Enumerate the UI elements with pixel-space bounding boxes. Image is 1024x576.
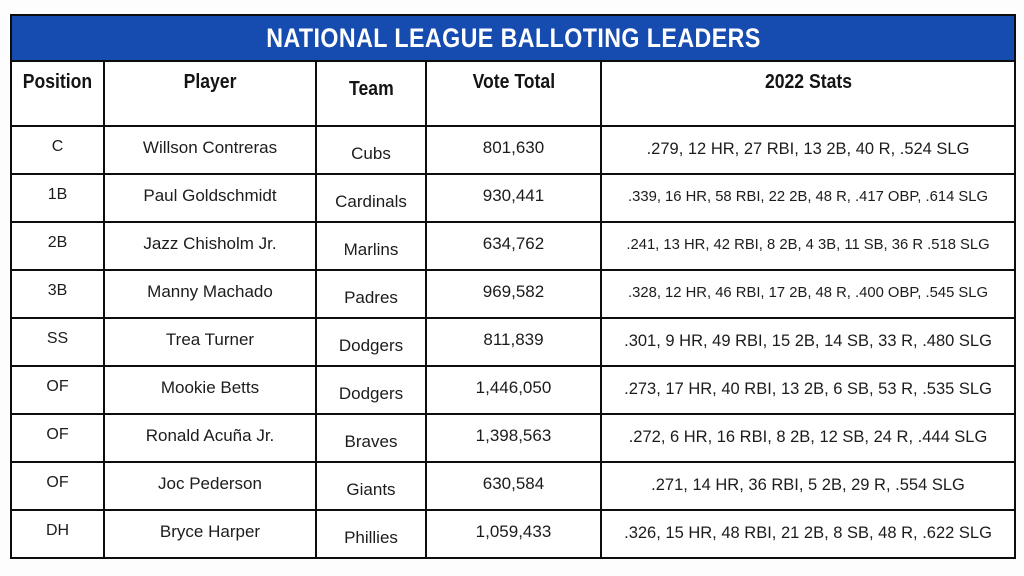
position-cell: OF [10, 365, 105, 415]
position-cell: SS [10, 317, 105, 367]
stats-cell: .326, 15 HR, 48 RBI, 21 2B, 8 SB, 48 R, … [599, 509, 1017, 559]
table-row: OF Mookie Betts Dodgers 1,446,050 .273, … [10, 365, 1017, 415]
column-header-player: Player [103, 60, 317, 127]
table-row: C Willson Contreras Cubs 801,630 .279, 1… [10, 125, 1017, 175]
vote-total-cell: 930,441 [425, 173, 602, 223]
team-cell: Braves [315, 413, 427, 463]
player-cell: Mookie Betts [103, 365, 317, 415]
stats-cell: .241, 13 HR, 42 RBI, 8 2B, 4 3B, 11 SB, … [599, 221, 1017, 271]
team-cell: Marlins [315, 221, 427, 271]
player-cell: Willson Contreras [103, 125, 317, 175]
stats-cell: .273, 17 HR, 40 RBI, 13 2B, 6 SB, 53 R, … [599, 365, 1017, 415]
team-cell: Cubs [315, 125, 427, 175]
balloting-table: NATIONAL LEAGUE BALLOTING LEADERS Positi… [9, 14, 1017, 559]
vote-total-cell: 811,839 [425, 317, 602, 367]
position-cell: C [10, 125, 105, 175]
stats-cell: .339, 16 HR, 58 RBI, 22 2B, 48 R, .417 O… [599, 173, 1017, 223]
column-header-2022-stats: 2022 Stats [599, 60, 1017, 127]
player-cell: Ronald Acuña Jr. [103, 413, 317, 463]
vote-total-cell: 969,582 [425, 269, 602, 319]
player-cell: Bryce Harper [103, 509, 317, 559]
position-cell: 2B [10, 221, 105, 271]
stats-cell: .271, 14 HR, 36 RBI, 5 2B, 29 R, .554 SL… [599, 461, 1017, 511]
vote-total-cell: 630,584 [425, 461, 602, 511]
player-cell: Jazz Chisholm Jr. [103, 221, 317, 271]
vote-total-cell: 1,398,563 [425, 413, 602, 463]
position-cell: OF [10, 413, 105, 463]
stats-cell: .301, 9 HR, 49 RBI, 15 2B, 14 SB, 33 R, … [599, 317, 1017, 367]
stats-cell: .328, 12 HR, 46 RBI, 17 2B, 48 R, .400 O… [599, 269, 1017, 319]
table-row: SS Trea Turner Dodgers 811,839 .301, 9 H… [10, 317, 1017, 367]
column-header-team: Team [315, 60, 427, 127]
team-cell: Dodgers [315, 365, 427, 415]
team-cell: Cardinals [315, 173, 427, 223]
vote-total-cell: 1,446,050 [425, 365, 602, 415]
player-cell: Joc Pederson [103, 461, 317, 511]
title-band: NATIONAL LEAGUE BALLOTING LEADERS [9, 14, 1017, 62]
table-row: 3B Manny Machado Padres 969,582 .328, 12… [10, 269, 1017, 319]
team-cell: Dodgers [315, 317, 427, 367]
table-row: OF Joc Pederson Giants 630,584 .271, 14 … [10, 461, 1017, 511]
team-cell: Padres [315, 269, 427, 319]
player-cell: Paul Goldschmidt [103, 173, 317, 223]
vote-total-cell: 1,059,433 [425, 509, 602, 559]
team-cell: Giants [315, 461, 427, 511]
player-cell: Trea Turner [103, 317, 317, 367]
column-header-vote-total: Vote Total [425, 60, 602, 127]
vote-total-cell: 801,630 [425, 125, 602, 175]
table-row: DH Bryce Harper Phillies 1,059,433 .326,… [10, 509, 1017, 559]
position-cell: 1B [10, 173, 105, 223]
table-row: OF Ronald Acuña Jr. Braves 1,398,563 .27… [10, 413, 1017, 463]
stats-cell: .279, 12 HR, 27 RBI, 13 2B, 40 R, .524 S… [599, 125, 1017, 175]
stats-cell: .272, 6 HR, 16 RBI, 8 2B, 12 SB, 24 R, .… [599, 413, 1017, 463]
vote-total-cell: 634,762 [425, 221, 602, 271]
position-cell: 3B [10, 269, 105, 319]
position-cell: OF [10, 461, 105, 511]
table-row: 2B Jazz Chisholm Jr. Marlins 634,762 .24… [10, 221, 1017, 271]
table-row: 1B Paul Goldschmidt Cardinals 930,441 .3… [10, 173, 1017, 223]
team-cell: Phillies [315, 509, 427, 559]
page-title: NATIONAL LEAGUE BALLOTING LEADERS [265, 22, 761, 53]
position-cell: DH [10, 509, 105, 559]
player-cell: Manny Machado [103, 269, 317, 319]
column-header-row: Position Player Team Vote Total 2022 Sta… [10, 60, 1017, 127]
column-header-position: Position [10, 60, 105, 127]
title-cell: NATIONAL LEAGUE BALLOTING LEADERS [9, 14, 1017, 62]
balloting-leaders-graphic: NATIONAL LEAGUE BALLOTING LEADERS Positi… [9, 14, 1017, 559]
